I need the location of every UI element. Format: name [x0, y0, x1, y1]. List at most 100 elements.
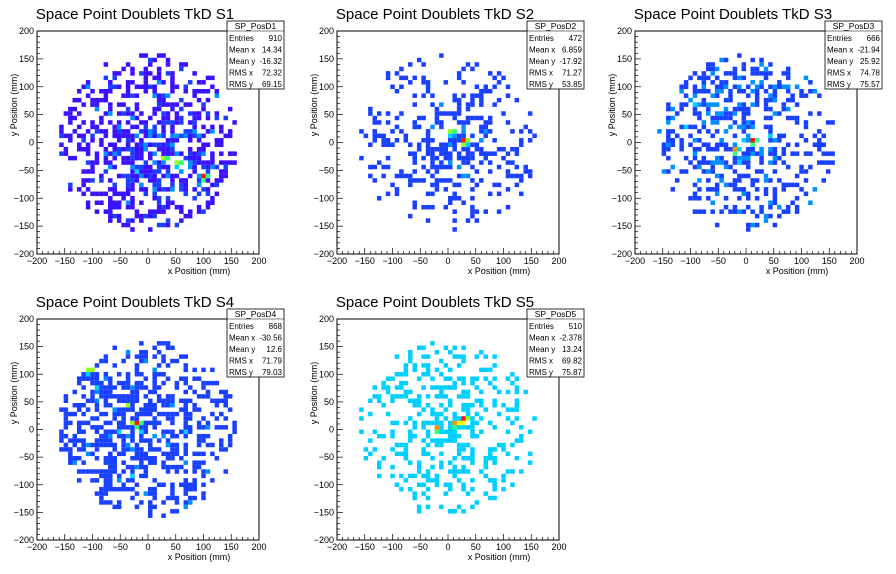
- histogram-bin: [192, 469, 197, 474]
- histogram-bin: [108, 151, 113, 156]
- histogram-bin: [479, 349, 484, 355]
- histogram-bin: [381, 133, 386, 139]
- histogram-bin: [103, 75, 109, 81]
- histogram-bin: [130, 182, 135, 188]
- histogram-bin: [746, 222, 751, 228]
- histogram-bin: [416, 178, 422, 183]
- histogram-bin: [125, 129, 131, 134]
- histogram-bin: [430, 411, 435, 417]
- histogram-bin: [156, 133, 162, 139]
- histogram-bin: [408, 433, 413, 439]
- histogram-bin: [183, 442, 189, 448]
- histogram-bin: [143, 451, 149, 457]
- histogram-bin: [210, 196, 215, 201]
- histogram-bin: [116, 111, 122, 116]
- y-tick-label: 100: [617, 82, 632, 92]
- histogram-bin: [81, 394, 86, 399]
- histogram-bin: [714, 129, 720, 134]
- histogram-bin: [465, 146, 471, 152]
- y-tick-label: −150: [14, 507, 34, 517]
- histogram-bin: [103, 469, 109, 474]
- histogram-bin: [201, 151, 206, 156]
- histogram-bin: [394, 394, 400, 399]
- histogram-bin: [134, 416, 140, 421]
- histogram-bin: [492, 102, 497, 107]
- histogram-bin: [59, 438, 64, 443]
- histogram-bin: [134, 178, 140, 183]
- histogram-bin: [156, 196, 162, 201]
- histogram-bin: [452, 111, 457, 116]
- histogram-bin: [692, 146, 698, 152]
- histogram-bin: [439, 420, 444, 426]
- histogram-bin: [143, 187, 149, 192]
- histogram-bin: [130, 425, 135, 430]
- histogram-bin: [750, 146, 755, 152]
- histogram-bin: [728, 146, 733, 152]
- histogram-bin: [430, 464, 435, 470]
- histogram-bin: [452, 227, 457, 232]
- histogram-bin: [385, 191, 391, 197]
- y-tick-label: 100: [319, 82, 334, 92]
- histogram-bin: [496, 442, 502, 448]
- histogram-bin: [223, 133, 228, 139]
- histogram-bin: [714, 160, 720, 165]
- histogram-bin: [781, 102, 787, 107]
- histogram-bin: [461, 442, 466, 448]
- histogram-bin: [363, 456, 369, 461]
- histogram-bin: [412, 93, 417, 98]
- histogram-bin: [479, 398, 484, 404]
- histogram-bin: [510, 420, 515, 426]
- histogram-bin: [430, 124, 435, 130]
- histogram-bin: [174, 120, 180, 125]
- histogram-bin: [156, 97, 162, 103]
- histogram-bin: [754, 102, 760, 107]
- histogram-bins: [59, 53, 237, 232]
- histogram-bin: [148, 486, 153, 492]
- histogram-bin: [394, 482, 400, 488]
- histogram-bin: [148, 438, 153, 443]
- histogram-bin: [732, 178, 738, 183]
- histogram-bin: [156, 80, 162, 85]
- histogram-bin: [210, 124, 215, 130]
- histogram-bin: [143, 133, 149, 139]
- histogram-bin: [81, 182, 86, 188]
- histogram-bin: [148, 151, 153, 156]
- histogram-bin: [183, 367, 189, 373]
- histogram-bin: [390, 182, 395, 188]
- histogram-bin: [99, 500, 104, 505]
- histogram-bin: [799, 169, 804, 174]
- histogram-bin: [125, 191, 131, 197]
- histogram-bin: [112, 486, 117, 492]
- x-tick-label: −100: [82, 256, 102, 266]
- histogram-bin: [179, 376, 184, 381]
- histogram-bin: [808, 151, 813, 156]
- histogram-bin: [170, 102, 175, 107]
- histogram-bin: [434, 420, 440, 426]
- histogram-bin: [719, 173, 724, 179]
- histogram-bin: [372, 133, 378, 139]
- histogram-bin: [143, 213, 149, 219]
- histogram-bin: [483, 124, 489, 130]
- histogram-bin: [143, 394, 149, 399]
- histogram-bin: [408, 429, 413, 434]
- histogram-bin: [161, 209, 166, 214]
- histogram-bin: [108, 385, 113, 390]
- histogram-bin: [519, 173, 524, 179]
- histogram-bin: [470, 196, 475, 201]
- histogram-bin: [81, 120, 86, 125]
- histogram-bin: [434, 115, 440, 121]
- histogram-bin: [196, 88, 202, 94]
- histogram-bin: [461, 133, 466, 139]
- histogram-bin: [90, 376, 95, 381]
- histogram-bin: [487, 151, 493, 156]
- histogram-bin: [99, 178, 104, 183]
- histogram-bin: [121, 196, 126, 201]
- histogram-bin: [72, 438, 78, 443]
- histogram-bin: [434, 106, 440, 112]
- histogram-bin: [125, 88, 131, 94]
- histogram-bin: [514, 146, 520, 152]
- histogram-bin: [170, 200, 175, 205]
- histogram-bin: [452, 182, 457, 188]
- histogram-bin: [434, 155, 440, 161]
- histogram-bin: [103, 151, 109, 156]
